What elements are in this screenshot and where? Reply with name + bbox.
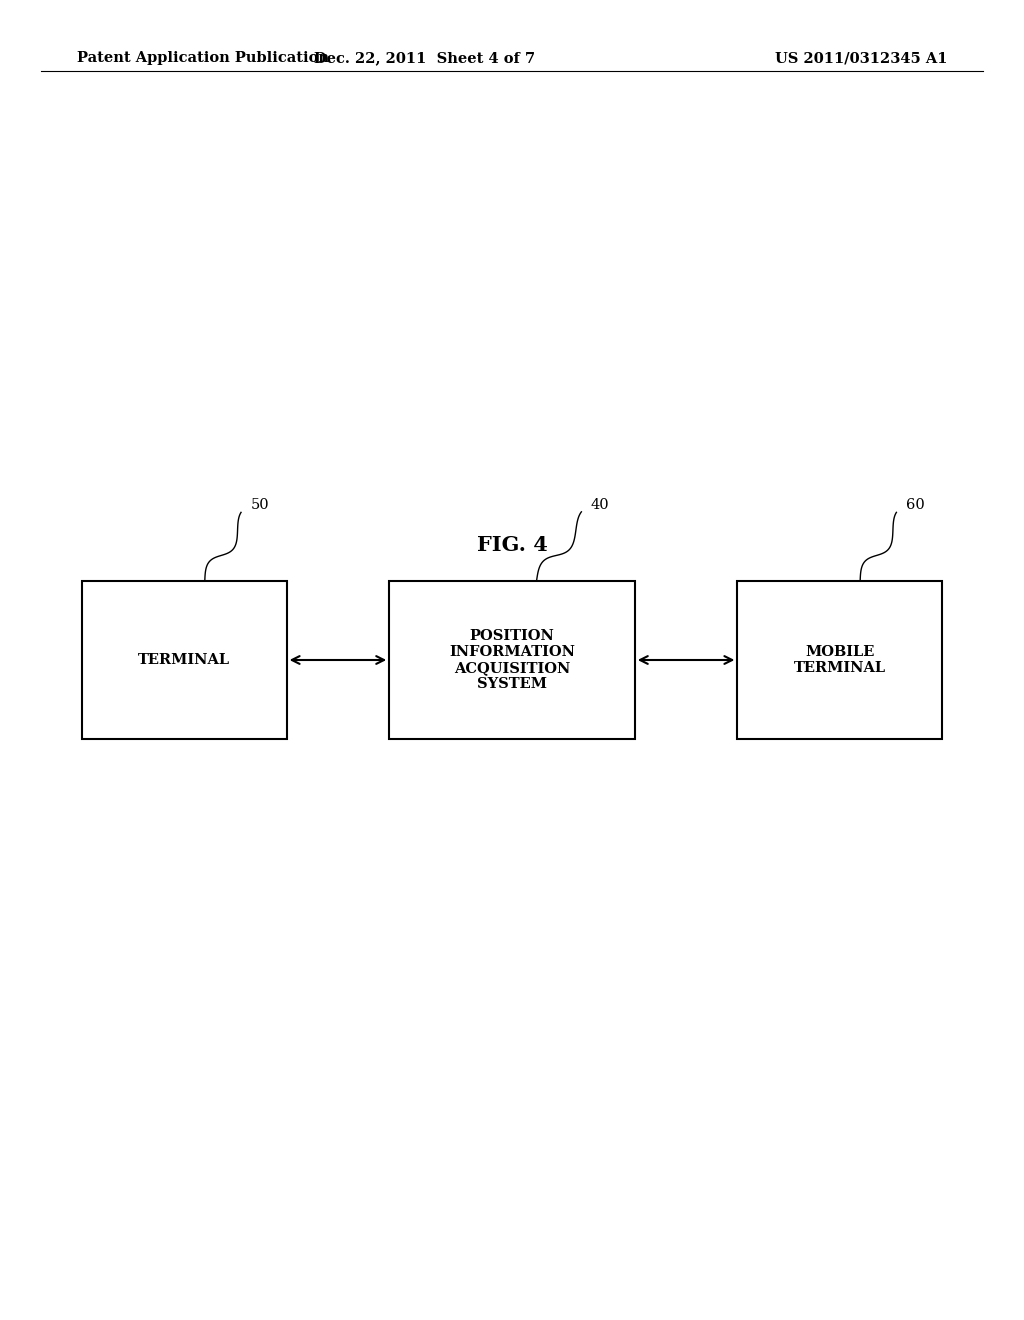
Text: Dec. 22, 2011  Sheet 4 of 7: Dec. 22, 2011 Sheet 4 of 7 bbox=[314, 51, 536, 65]
Text: 60: 60 bbox=[906, 498, 925, 512]
Bar bbox=[737, 581, 942, 739]
Text: Patent Application Publication: Patent Application Publication bbox=[77, 51, 329, 65]
Text: POSITION
INFORMATION
ACQUISITION
SYSTEM: POSITION INFORMATION ACQUISITION SYSTEM bbox=[449, 628, 575, 692]
Text: FIG. 4: FIG. 4 bbox=[476, 535, 548, 556]
Text: 40: 40 bbox=[591, 498, 609, 512]
Text: 50: 50 bbox=[251, 498, 269, 512]
Text: MOBILE
TERMINAL: MOBILE TERMINAL bbox=[794, 645, 886, 675]
Bar bbox=[82, 581, 287, 739]
Bar bbox=[389, 581, 635, 739]
Text: TERMINAL: TERMINAL bbox=[138, 653, 230, 667]
Text: US 2011/0312345 A1: US 2011/0312345 A1 bbox=[775, 51, 947, 65]
